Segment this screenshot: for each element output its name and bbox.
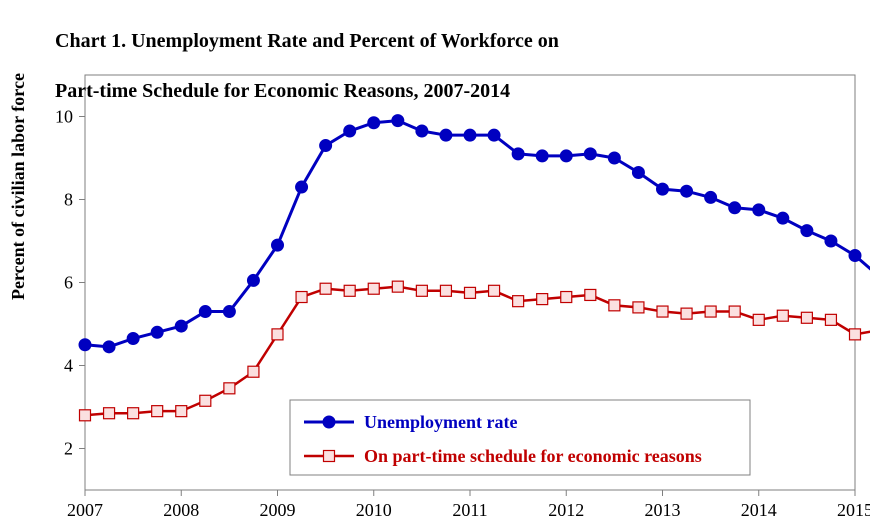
series-marker-0	[272, 239, 284, 251]
y-tick-label: 2	[64, 439, 73, 459]
series-marker-1	[152, 406, 163, 417]
x-tick-label: 2015	[837, 500, 870, 520]
series-marker-0	[560, 150, 572, 162]
series-marker-0	[584, 148, 596, 160]
y-axis-label: Percent of civilian labor force	[8, 73, 29, 300]
series-marker-1	[224, 383, 235, 394]
series-marker-0	[512, 148, 524, 160]
y-tick-label: 8	[64, 190, 73, 210]
x-tick-label: 2013	[645, 500, 681, 520]
series-marker-1	[777, 310, 788, 321]
series-marker-1	[801, 312, 812, 323]
series-marker-0	[825, 235, 837, 247]
series-marker-1	[200, 395, 211, 406]
series-marker-1	[296, 292, 307, 303]
series-marker-0	[127, 333, 139, 345]
series-marker-0	[849, 250, 861, 262]
x-tick-label: 2014	[741, 500, 777, 520]
series-marker-1	[633, 302, 644, 313]
series-marker-1	[104, 408, 115, 419]
series-marker-0	[344, 125, 356, 137]
y-tick-label: 6	[64, 273, 73, 293]
series-marker-1	[561, 292, 572, 303]
series-marker-1	[729, 306, 740, 317]
series-marker-0	[392, 115, 404, 127]
chart-title-line2: Part-time Schedule for Economic Reasons,…	[55, 80, 510, 102]
series-marker-0	[416, 125, 428, 137]
series-marker-1	[825, 314, 836, 325]
series-marker-1	[416, 285, 427, 296]
series-marker-1	[248, 366, 259, 377]
series-marker-1	[657, 306, 668, 317]
series-marker-1	[850, 329, 861, 340]
x-tick-label: 2012	[548, 500, 584, 520]
x-tick-label: 2009	[260, 500, 296, 520]
x-tick-label: 2007	[67, 500, 103, 520]
series-marker-1	[344, 285, 355, 296]
series-marker-0	[223, 306, 235, 318]
series-marker-0	[151, 326, 163, 338]
series-marker-0	[777, 212, 789, 224]
legend-marker-0	[323, 416, 335, 428]
series-marker-1	[440, 285, 451, 296]
series-marker-0	[368, 117, 380, 129]
series-marker-1	[609, 300, 620, 311]
series-marker-0	[320, 140, 332, 152]
series-marker-0	[175, 320, 187, 332]
series-marker-1	[537, 294, 548, 305]
series-marker-1	[128, 408, 139, 419]
series-marker-0	[79, 339, 91, 351]
series-marker-1	[80, 410, 91, 421]
x-tick-label: 2008	[163, 500, 199, 520]
series-marker-1	[272, 329, 283, 340]
series-marker-0	[103, 341, 115, 353]
legend-marker-1	[324, 451, 335, 462]
series-marker-1	[392, 281, 403, 292]
series-marker-0	[536, 150, 548, 162]
series-marker-0	[657, 183, 669, 195]
series-marker-0	[705, 191, 717, 203]
series-marker-0	[632, 167, 644, 179]
series-marker-1	[513, 296, 524, 307]
series-marker-0	[296, 181, 308, 193]
series-marker-1	[489, 285, 500, 296]
series-marker-1	[681, 308, 692, 319]
series-marker-0	[440, 129, 452, 141]
series-marker-1	[465, 287, 476, 298]
x-tick-label: 2011	[452, 500, 487, 520]
legend-label-1: On part-time schedule for economic reaso…	[364, 446, 702, 466]
chart-title: Chart 1. Unemployment Rate and Percent o…	[55, 4, 559, 104]
series-marker-0	[199, 306, 211, 318]
chart-container: Chart 1. Unemployment Rate and Percent o…	[0, 0, 870, 529]
series-marker-0	[247, 274, 259, 286]
series-marker-0	[801, 225, 813, 237]
series-marker-0	[753, 204, 765, 216]
series-marker-1	[705, 306, 716, 317]
y-tick-label: 4	[64, 356, 73, 376]
series-marker-0	[681, 185, 693, 197]
series-marker-1	[320, 283, 331, 294]
series-marker-1	[585, 289, 596, 300]
series-marker-1	[176, 406, 187, 417]
series-marker-1	[368, 283, 379, 294]
y-tick-label: 10	[55, 107, 73, 127]
series-marker-0	[608, 152, 620, 164]
series-marker-0	[488, 129, 500, 141]
chart-title-line1: Chart 1. Unemployment Rate and Percent o…	[55, 30, 559, 52]
x-tick-label: 2010	[356, 500, 392, 520]
series-marker-1	[753, 314, 764, 325]
series-marker-0	[464, 129, 476, 141]
legend-label-0: Unemployment rate	[364, 412, 517, 432]
series-marker-0	[729, 202, 741, 214]
